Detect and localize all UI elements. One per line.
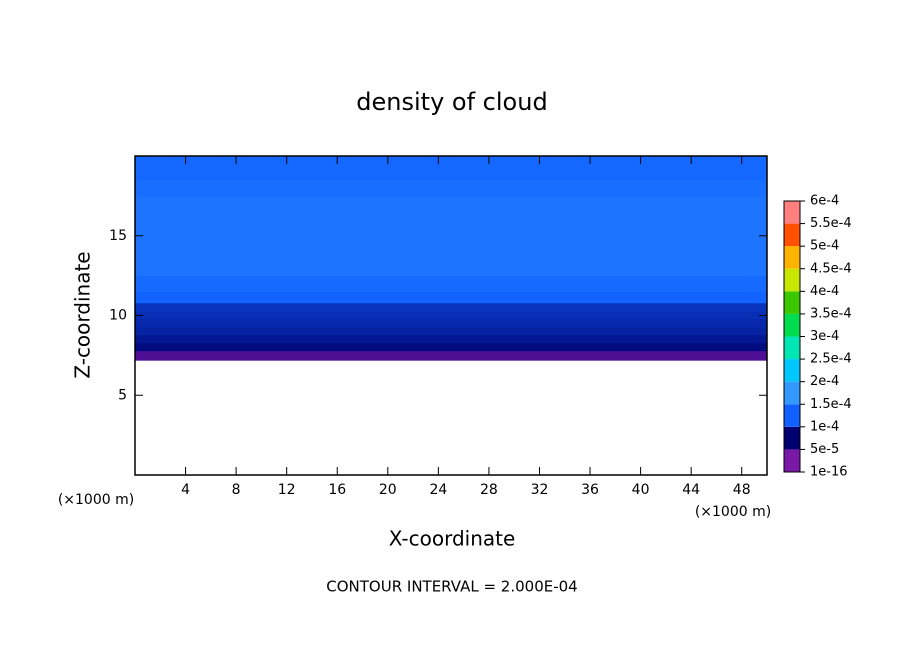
colorbar-swatch bbox=[784, 404, 800, 427]
x-tick-label: 28 bbox=[480, 482, 498, 498]
contour-band bbox=[135, 156, 767, 181]
colorbar-label: 3.5e-4 bbox=[810, 306, 852, 321]
colorbar-swatch bbox=[784, 246, 800, 269]
y-tick-label: 5 bbox=[118, 387, 127, 403]
x-tick-label: 44 bbox=[682, 482, 700, 498]
contour-band bbox=[135, 302, 767, 312]
x-tick-label: 16 bbox=[328, 482, 346, 498]
contour-band bbox=[135, 318, 767, 328]
contour-band bbox=[135, 326, 767, 336]
colorbar-label: 1.5e-4 bbox=[810, 397, 852, 412]
colorbar-label: 2.5e-4 bbox=[810, 352, 852, 367]
colorbar-swatch bbox=[784, 223, 800, 247]
y-tick-label: 15 bbox=[109, 228, 127, 244]
x-axis-label: X-coordinate bbox=[389, 527, 516, 551]
colorbar-swatch bbox=[784, 381, 800, 405]
x-tick-label: 12 bbox=[278, 482, 296, 498]
contour-band bbox=[135, 195, 767, 277]
colorbar-label: 1e-4 bbox=[810, 419, 839, 434]
contour-band bbox=[135, 291, 767, 304]
x-tick-label: 48 bbox=[733, 482, 751, 498]
colorbar-label: 6e-4 bbox=[810, 194, 839, 209]
colorbar-swatch bbox=[784, 426, 800, 450]
colorbar-label: 5e-5 bbox=[810, 442, 839, 457]
x-tick-label: 20 bbox=[379, 482, 397, 498]
colorbar-swatch bbox=[784, 291, 800, 314]
contour-band bbox=[135, 350, 767, 361]
contour-band bbox=[135, 334, 767, 344]
colorbar-label: 3e-4 bbox=[810, 329, 839, 344]
x-tick-label: 4 bbox=[181, 482, 190, 498]
x-tick-label: 24 bbox=[429, 482, 447, 498]
colorbar-swatch bbox=[784, 359, 800, 382]
colorbar-label: 4e-4 bbox=[810, 284, 839, 299]
colorbar-swatch bbox=[784, 313, 800, 337]
x-unit: (×1000 m) bbox=[695, 504, 771, 520]
contour-band bbox=[135, 342, 767, 352]
colorbar-label: 5.5e-4 bbox=[810, 216, 852, 231]
colorbar-swatch bbox=[784, 201, 800, 224]
x-tick-label: 40 bbox=[632, 482, 650, 498]
contour-band bbox=[135, 310, 767, 320]
chart-title: density of cloud bbox=[356, 88, 547, 116]
colorbar-swatch bbox=[784, 336, 800, 360]
colorbar-label: 2e-4 bbox=[810, 374, 839, 389]
y-tick-label: 10 bbox=[109, 308, 127, 324]
colorbar-label: 1e-16 bbox=[810, 465, 848, 480]
contour-band bbox=[135, 275, 767, 293]
colorbar-swatch bbox=[784, 449, 800, 472]
x-unit: (×1000 m) bbox=[58, 492, 134, 508]
x-tick-label: 8 bbox=[232, 482, 241, 498]
colorbar-label: 4.5e-4 bbox=[810, 261, 852, 276]
x-tick-label: 32 bbox=[531, 482, 549, 498]
contour-band bbox=[135, 179, 767, 197]
contour-note: CONTOUR INTERVAL = 2.000E-04 bbox=[326, 578, 577, 596]
colorbar-label: 5e-4 bbox=[810, 239, 839, 254]
y-axis-label: Z-coordinate bbox=[71, 251, 95, 378]
colorbar-swatch bbox=[784, 268, 800, 292]
x-tick-label: 36 bbox=[581, 482, 599, 498]
